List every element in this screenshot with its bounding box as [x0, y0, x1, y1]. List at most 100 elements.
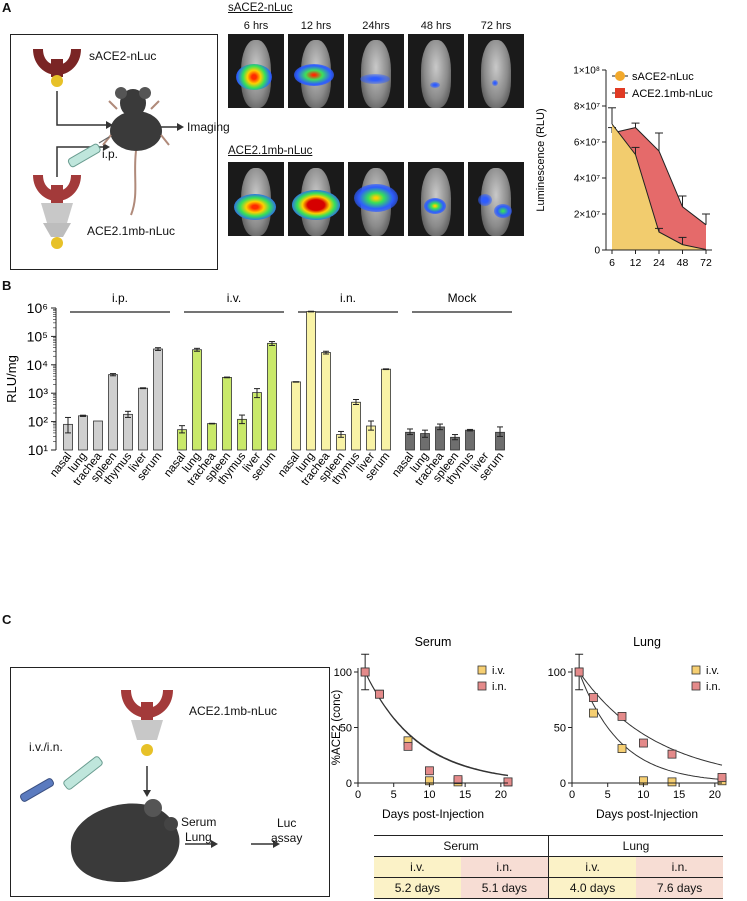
bar: [291, 381, 301, 451]
imaging-row1-image: [348, 34, 404, 108]
table-subheader: i.v.: [548, 856, 637, 878]
schematic-c-sample-1: Serum: [181, 815, 217, 829]
data-point: [425, 766, 434, 776]
legend-label: i.v.: [706, 665, 719, 677]
x-tick-label: 72: [700, 257, 712, 269]
imaging-row1-image: [228, 34, 284, 108]
table-value: 4.0 days: [548, 877, 637, 899]
y-tick-label: 50: [340, 723, 352, 735]
timepoint-label: 72 hrs: [480, 20, 512, 32]
schematic-c-assay-2: assay: [271, 831, 303, 845]
data-point: [375, 689, 384, 699]
chart-b-rlu: 10¹10²10³10⁴10⁵10⁶RLU/mgi.p.nasallungtra…: [4, 291, 512, 488]
panel-label-c: C: [2, 612, 12, 627]
bar: [321, 352, 331, 451]
schematic-c-sample-2: Lung: [185, 830, 212, 844]
luminescence-signal: [234, 194, 276, 220]
data-point: [667, 777, 677, 787]
x-tick-label: 6: [609, 257, 615, 269]
schematic-c-assay-1: Luc: [277, 816, 297, 830]
data-point: [574, 667, 584, 677]
y-tick-label: 100: [334, 667, 352, 679]
x-tick-label: 10: [423, 789, 435, 801]
legend-label: i.v.: [492, 665, 505, 677]
x-axis-label: hours post injection: [612, 273, 707, 274]
y-tick-label: 0: [560, 778, 566, 790]
table-value: 5.2 days: [374, 877, 461, 899]
luminescence-signal: [424, 198, 446, 214]
syringe-icon-c: [20, 756, 103, 802]
luminescence-signal: [354, 184, 398, 212]
schematic-a-route-label: i.p.: [102, 147, 119, 161]
luminescence-signal: [236, 64, 272, 90]
x-tick-label: 20: [709, 789, 721, 801]
bar: [267, 342, 277, 451]
table-value-row: 5.2 days 5.1 days 4.0 days 7.6 days: [374, 877, 723, 899]
y-tick-label: 0: [594, 246, 600, 257]
bar: [153, 348, 163, 451]
imaging-row1-image: [468, 34, 524, 108]
mouse-icon: [102, 87, 170, 216]
table-header-serum: Serum: [374, 835, 549, 857]
table-header-lung: Lung: [548, 835, 723, 857]
x-tick-label: 24: [653, 257, 665, 269]
y-tick-label: 10¹: [28, 442, 49, 458]
x-axis-label: Days post-Injection: [596, 807, 698, 821]
schematic-a-imaging-label: Imaging: [187, 120, 230, 134]
luminescence-signal: [294, 64, 334, 86]
data-point: [503, 777, 513, 787]
y-tick-label: 2×10⁷: [574, 210, 601, 221]
data-point: [360, 667, 370, 677]
data-point: [403, 741, 413, 751]
fit-curve-i.v.: [578, 671, 723, 780]
mouse-silhouette: [481, 40, 511, 108]
y-axis-label: Luminescence (RLU): [535, 108, 547, 211]
bar: [252, 392, 262, 451]
x-tick-label: 20: [495, 789, 507, 801]
imaging-row2-image: [228, 162, 284, 236]
bar: [306, 311, 316, 451]
x-tick-label: 0: [569, 789, 575, 801]
chart-c-lung: Lung 0 50 100 0 5 10 15 20 Days post-Injection i.v…: [548, 635, 727, 821]
y-tick-label: 10⁴: [26, 357, 48, 373]
group-label: i.p.: [112, 291, 128, 305]
x-tick-label: 5: [605, 789, 611, 801]
bar: [381, 368, 391, 451]
schematic-a-bottom-label: ACE2.1mb-nLuc: [87, 224, 176, 238]
fit-curve-i.n.: [364, 671, 509, 777]
syringe-icon: [67, 136, 110, 168]
table-value: 7.6 days: [636, 877, 723, 899]
y-tick-label: 1×10⁸: [573, 66, 600, 77]
ace2-1mb-protein-icon: [33, 175, 81, 249]
imaging-row2-image: [408, 162, 464, 236]
schematic-a-top-label: sACE2-nLuc: [89, 49, 157, 63]
bar: [138, 387, 148, 451]
bar: [93, 420, 103, 451]
table-value: 5.1 days: [460, 877, 549, 899]
bar: [108, 374, 118, 451]
chart-title: Serum: [415, 635, 452, 649]
x-tick-label: 10: [637, 789, 649, 801]
legend-marker: [615, 88, 625, 98]
sace2-protein-icon: [33, 49, 81, 87]
x-tick-label: 12: [630, 257, 642, 269]
y-tick-label: 10⁶: [27, 300, 48, 316]
y-tick-label: 8×10⁷: [574, 102, 601, 113]
group-label: i.n.: [340, 291, 356, 305]
y-tick-label: 10²: [28, 414, 49, 430]
bar: [207, 423, 217, 451]
y-tick-label: 100: [548, 667, 566, 679]
y-tick-label: 10⁵: [27, 328, 48, 344]
x-tick-label: 5: [391, 789, 397, 801]
luminescence-signal: [430, 82, 440, 88]
x-tick-label: 15: [673, 789, 685, 801]
x-tick-label: 48: [677, 257, 689, 269]
bar: [465, 429, 475, 451]
luminescence-signal: [492, 80, 498, 86]
ace2-1mb-protein-icon-c: [121, 690, 173, 756]
imaging-row1-header: sACE2-nLuc: [228, 2, 293, 14]
bar: [351, 401, 361, 451]
schematic-c-route: i.v./i.n.: [29, 740, 63, 754]
y-tick-label: 6×10⁷: [574, 138, 601, 149]
data-point: [589, 708, 598, 718]
